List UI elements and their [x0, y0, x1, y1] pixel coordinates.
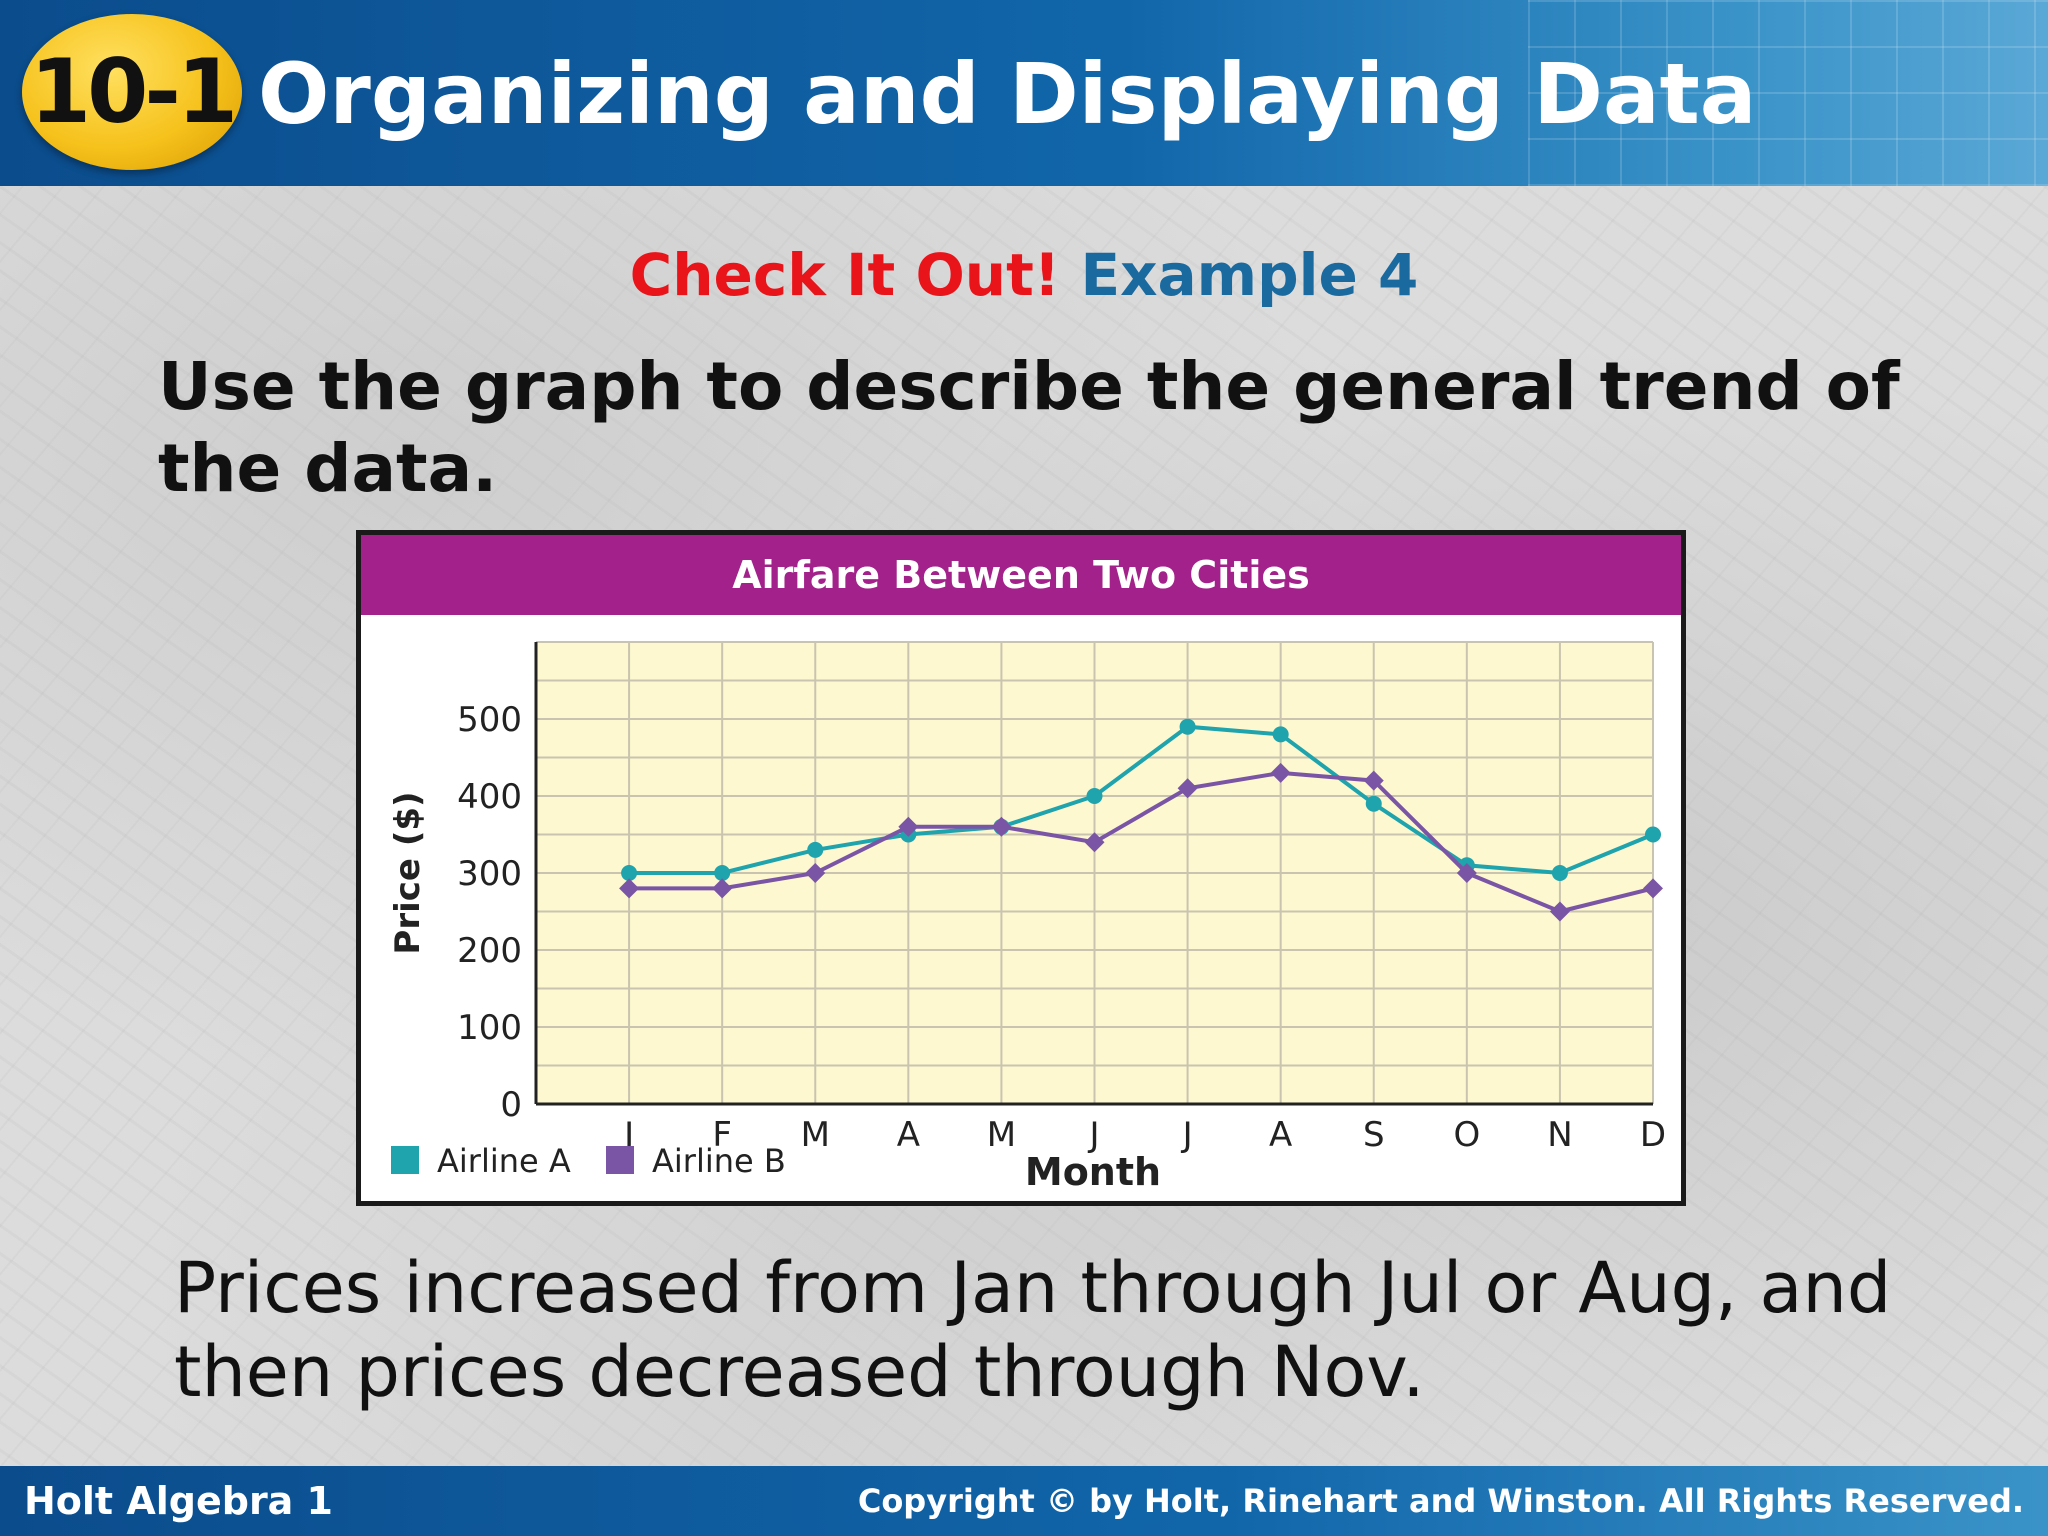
footer-bar: Holt Algebra 1 Copyright © by Holt, Rine… — [0, 1466, 2048, 1536]
x-tick-label: J — [622, 1115, 634, 1155]
data-point-airline-b — [1363, 770, 1384, 791]
series-line-airline-a — [629, 724, 1654, 876]
y-tick-label: 0 — [500, 1085, 522, 1125]
data-point-airline-a — [1272, 726, 1289, 743]
data-point-airline-b — [1177, 778, 1198, 799]
example-label: Example 4 — [1080, 241, 1419, 309]
data-point-airline-a — [1365, 795, 1382, 812]
data-point-airline-b — [1270, 762, 1291, 783]
data-point-airline-a — [621, 865, 638, 881]
lesson-badge — [22, 14, 242, 170]
chart-title-bar — [361, 535, 1681, 615]
series-line-airline-b — [629, 770, 1654, 914]
legend-label-airline-b: Airline B — [652, 1142, 786, 1180]
data-point-airline-b — [1456, 863, 1477, 883]
footer-course: Holt Algebra 1 — [24, 1479, 333, 1523]
x-tick-label: A — [897, 1115, 920, 1155]
data-point-airline-b — [1084, 832, 1105, 853]
x-tick-label: D — [1640, 1115, 1666, 1155]
legend-swatch-airline-a — [391, 1146, 419, 1174]
y-tick-label: 500 — [457, 700, 522, 740]
lesson-number: 10-1 — [29, 40, 238, 143]
answer-text: Prices increased from Jan through Jul or… — [174, 1247, 1892, 1413]
header-bar — [0, 0, 2048, 186]
y-tick-label: 300 — [457, 854, 522, 894]
chart-title: Airfare Between Two Cities — [732, 553, 1310, 597]
y-tick-label: 200 — [457, 931, 522, 971]
example-heading: Check It Out! Example 4 — [0, 246, 2048, 304]
check-it-out-label: Check It Out! — [629, 241, 1061, 309]
chart-plot-svg: 0 100 200 300 400 500 J F M A M J J A S O N D Price ($) Mon… — [388, 641, 1666, 1194]
x-tick-label: A — [1269, 1115, 1292, 1155]
x-tick-label: J — [1181, 1115, 1193, 1155]
x-tick-label: F — [712, 1115, 732, 1155]
x-tick-label: J — [1087, 1115, 1099, 1155]
data-point-airline-b — [991, 816, 1012, 837]
data-point-airline-b — [1643, 878, 1663, 899]
data-point-airline-a — [1179, 718, 1196, 735]
legend-label-airline-a: Airline A — [437, 1142, 571, 1180]
data-point-airline-b — [619, 878, 640, 899]
x-tick-label: M — [987, 1115, 1016, 1155]
footer-copyright: Copyright © by Holt, Rinehart and Winsto… — [857, 1482, 2024, 1520]
airfare-chart: Airfare Between Two Cities 0 100 200 300 400… — [356, 530, 1686, 1206]
data-point-airline-a — [807, 841, 824, 858]
data-point-airline-b — [712, 878, 733, 899]
x-axis-title: Month — [1025, 1150, 1161, 1194]
x-tick-label: N — [1547, 1115, 1572, 1155]
header-grid-decoration — [1528, 0, 2048, 186]
y-axis-title: Price ($) — [388, 791, 428, 954]
y-tick-label: 100 — [457, 1008, 522, 1048]
legend-swatch-airline-b — [606, 1146, 634, 1174]
data-point-airline-b — [805, 863, 826, 883]
question-prompt: Use the graph to describe the general tr… — [158, 348, 1900, 507]
data-point-airline-a — [1645, 826, 1661, 843]
x-tick-label: M — [801, 1115, 830, 1155]
data-point-airline-a — [714, 865, 731, 881]
data-point-airline-a — [1551, 865, 1568, 881]
data-point-airline-b — [898, 816, 919, 837]
page-title: Organizing and Displaying Data — [258, 45, 1757, 143]
x-tick-label: S — [1363, 1115, 1385, 1155]
x-tick-label: O — [1453, 1115, 1480, 1155]
data-point-airline-a — [1086, 788, 1103, 804]
data-point-airline-b — [1549, 901, 1570, 922]
y-tick-label: 400 — [457, 777, 522, 817]
